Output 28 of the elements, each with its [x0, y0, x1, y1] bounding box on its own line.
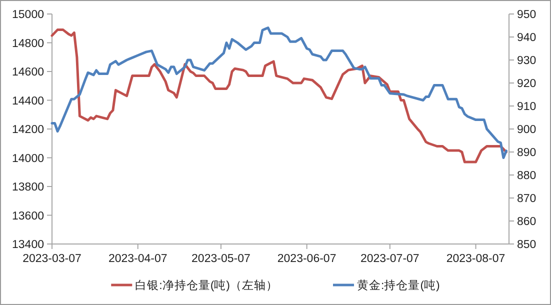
y2-tick-label: 860: [517, 216, 536, 228]
y-tick-label: 13600: [12, 210, 44, 222]
y2-tick-label: 950: [517, 9, 536, 21]
y-tick-label: 13800: [12, 182, 44, 194]
x-tick-label: 2023-06-07: [277, 253, 336, 265]
y-tick-label: 14800: [12, 38, 44, 50]
y-tick-label: 14000: [12, 152, 44, 165]
y-tick-label: 15000: [12, 9, 44, 21]
x-tick-label: 2023-05-07: [192, 253, 250, 265]
y-tick-label: 14600: [12, 66, 44, 78]
y2-tick-label: 850: [517, 239, 536, 251]
y2-tick-label: 910: [517, 101, 536, 113]
x-tick-label: 2023-08-07: [446, 253, 506, 265]
x-tick-label: 2023-07-07: [360, 253, 420, 265]
y-tick-label: 14400: [12, 95, 44, 108]
y-tick-label: 14200: [12, 124, 44, 136]
y2-tick-label: 920: [517, 78, 536, 90]
y2-tick-label: 900: [517, 124, 536, 136]
y2-tick-label: 930: [517, 55, 536, 67]
legend-label: 白银:净持仓量(吨)（左轴）: [135, 279, 278, 292]
x-tick-label: 2023-04-07: [108, 253, 168, 265]
y2-tick-label: 870: [517, 193, 536, 205]
y2-tick-label: 940: [517, 32, 536, 44]
y2-tick-label: 890: [517, 147, 536, 159]
y-tick-label: 13400: [12, 239, 44, 251]
legend-label: 黄金:持仓量(吨): [357, 279, 440, 292]
x-tick-label: 2023-03-07: [22, 253, 82, 265]
y2-tick-label: 880: [517, 170, 536, 182]
